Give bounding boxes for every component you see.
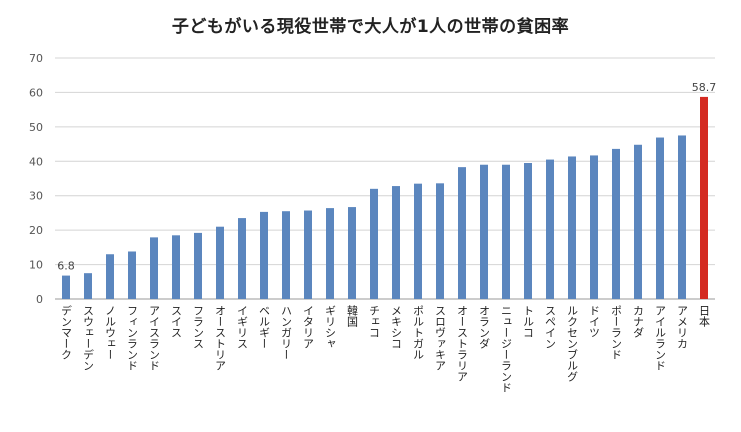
x-tick-label: フィンランド — [126, 305, 139, 371]
x-tick-label: ポルトガル — [412, 305, 425, 360]
bar — [62, 275, 70, 299]
x-tick-label: ベルギー — [258, 305, 271, 349]
x-tick-label: オーストラリア — [456, 305, 469, 382]
y-tick-label: 0 — [36, 293, 43, 306]
data-label: 58.7 — [692, 81, 717, 94]
x-tick-label: 韓国 — [346, 305, 359, 328]
chart-title: 子どもがいる現役世帯で大人が1人の世帯の貧困率 — [171, 17, 570, 37]
bar — [260, 211, 268, 299]
x-tick-label: 日本 — [698, 305, 711, 328]
y-tick-label: 30 — [29, 190, 43, 203]
bar — [150, 237, 158, 299]
x-tick-label: アイスランド — [148, 305, 161, 371]
bar — [238, 218, 246, 299]
x-tick-label: アメリカ — [676, 305, 689, 349]
x-tick-label: アイルランド — [654, 305, 667, 371]
x-tick-label: ノルウェー — [104, 305, 117, 360]
x-tick-label: ギリシャ — [324, 305, 337, 349]
x-tick-label: フランス — [192, 305, 205, 349]
bar — [128, 251, 136, 299]
bar — [634, 144, 642, 299]
bar — [568, 156, 576, 299]
y-tick-label: 10 — [29, 259, 43, 272]
y-tick-label: 70 — [29, 52, 43, 65]
bar — [524, 163, 532, 299]
bar — [348, 207, 356, 299]
x-tick-label: メキシコ — [390, 305, 403, 349]
x-tick-label: オランダ — [478, 305, 491, 349]
bar — [392, 186, 400, 299]
x-tick-label: スイス — [170, 305, 183, 338]
y-tick-label: 20 — [29, 224, 43, 237]
x-tick-label: ハンガリー — [280, 305, 293, 360]
x-tick-label: ドイツ — [588, 305, 601, 338]
x-tick-label: オーストリア — [214, 305, 227, 371]
x-tick-label: スロヴァキア — [434, 305, 447, 371]
x-tick-label: スペイン — [544, 305, 557, 349]
bar — [194, 232, 202, 299]
bar — [502, 164, 510, 299]
bar — [612, 148, 620, 299]
x-tick-label: イギリス — [236, 305, 249, 349]
bar — [458, 167, 466, 299]
x-tick-label: トルコ — [522, 305, 535, 338]
bar — [326, 208, 334, 299]
x-tick-label: チェコ — [368, 305, 381, 338]
bar — [304, 210, 312, 299]
x-tick-label: ポーランド — [610, 305, 623, 360]
x-tick-label: デンマーク — [60, 304, 73, 360]
bar — [678, 135, 686, 299]
bar — [546, 159, 554, 299]
x-tick-label: カナダ — [632, 305, 645, 338]
x-tick-label: ニュージーランド — [500, 305, 513, 393]
bar — [282, 211, 290, 299]
bar — [700, 96, 708, 299]
x-tick-label: スウェーデン — [82, 305, 95, 371]
data-label: 6.8 — [57, 260, 75, 273]
bar — [84, 273, 92, 299]
x-tick-label: イタリア — [302, 305, 315, 349]
y-tick-label: 60 — [29, 86, 43, 99]
bar — [414, 183, 422, 299]
bar — [436, 183, 444, 299]
y-tick-label: 50 — [29, 121, 43, 134]
bar — [370, 188, 378, 299]
y-tick-label: 40 — [29, 155, 43, 168]
bar — [590, 155, 598, 299]
x-tick-label: ルクセンブルグ — [566, 305, 579, 382]
bar — [106, 254, 114, 299]
bar — [480, 164, 488, 299]
bar — [172, 235, 180, 299]
bar — [656, 137, 664, 299]
bar — [216, 226, 224, 299]
